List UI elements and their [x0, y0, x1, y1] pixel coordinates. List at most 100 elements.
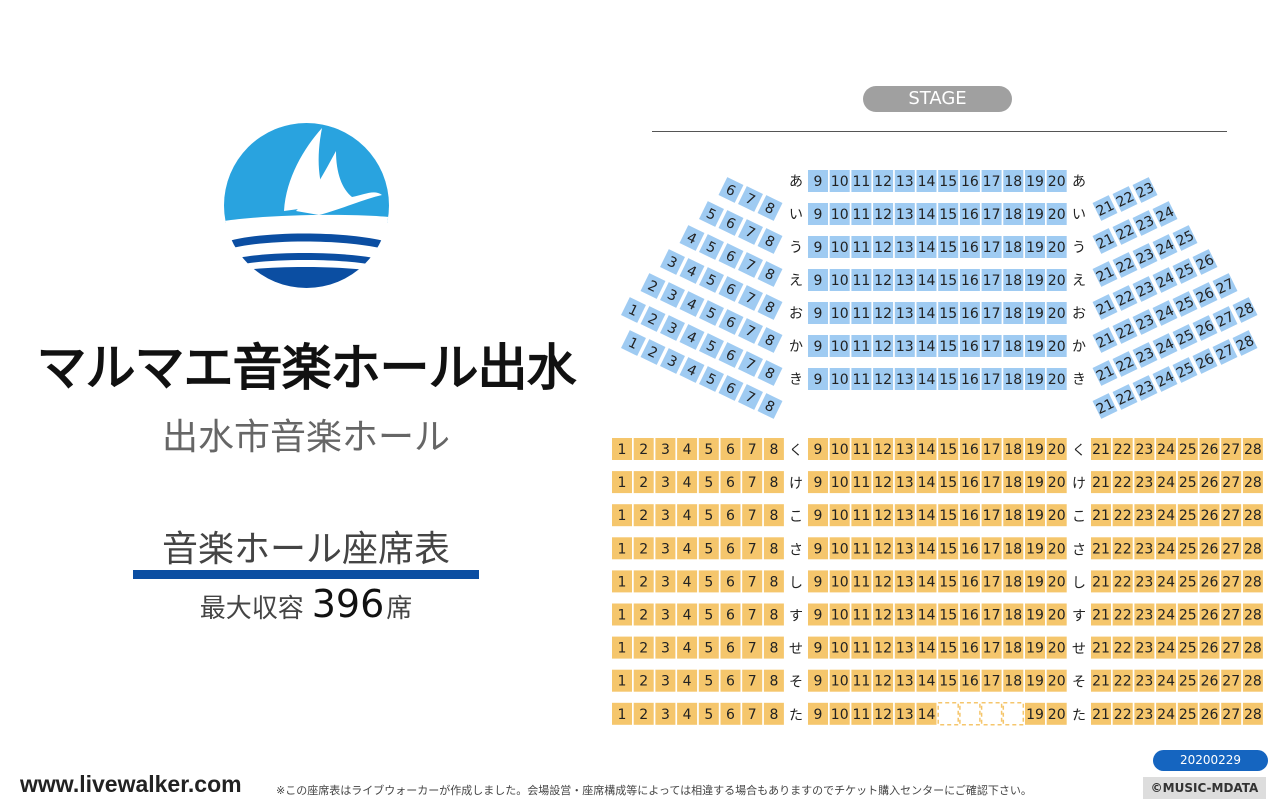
seat-す-4[interactable]: 4: [677, 603, 698, 626]
seat-す-5[interactable]: 5: [698, 603, 719, 626]
empty-space[interactable]: [937, 702, 959, 726]
seat-く-19[interactable]: 19: [1025, 438, 1045, 460]
seat-た-10[interactable]: 10: [829, 702, 850, 725]
seat-く-28[interactable]: 28: [1242, 438, 1263, 460]
seat-き-14[interactable]: 14: [916, 368, 937, 390]
seat-そ-23[interactable]: 23: [1134, 669, 1155, 692]
seat-お-9[interactable]: 9: [808, 302, 828, 324]
seat-け-18[interactable]: 18: [1003, 471, 1024, 494]
seat-す-9[interactable]: 9: [808, 603, 828, 626]
seat-か-10[interactable]: 10: [829, 335, 850, 357]
seat-か-26[interactable]: 26: [1192, 315, 1218, 341]
seat-い-22[interactable]: 22: [1112, 219, 1138, 245]
seat-そ-8[interactable]: 8: [763, 669, 784, 692]
seat-か-20[interactable]: 20: [1046, 335, 1067, 357]
seat-い-12[interactable]: 12: [873, 203, 894, 225]
seat-け-28[interactable]: 28: [1242, 471, 1263, 494]
seat-こ-22[interactable]: 22: [1112, 504, 1133, 527]
seat-き-28[interactable]: 28: [1232, 330, 1258, 356]
seat-せ-23[interactable]: 23: [1134, 636, 1155, 659]
seat-う-4[interactable]: 4: [679, 225, 705, 251]
seat-こ-2[interactable]: 2: [633, 504, 654, 527]
seat-か-22[interactable]: 22: [1112, 351, 1138, 377]
seat-そ-20[interactable]: 20: [1046, 669, 1067, 692]
seat-か-28[interactable]: 28: [1232, 297, 1258, 323]
seat-せ-26[interactable]: 26: [1199, 636, 1220, 659]
seat-そ-12[interactable]: 12: [873, 669, 894, 692]
seat-け-7[interactable]: 7: [742, 471, 763, 494]
seat-す-12[interactable]: 12: [873, 603, 894, 626]
seat-け-15[interactable]: 15: [938, 471, 959, 494]
seat-た-13[interactable]: 13: [894, 702, 915, 725]
seat-し-3[interactable]: 3: [655, 570, 676, 593]
seat-お-26[interactable]: 26: [1192, 282, 1218, 308]
seat-し-24[interactable]: 24: [1156, 570, 1177, 593]
seat-せ-5[interactable]: 5: [698, 636, 719, 659]
seat-お-23[interactable]: 23: [1132, 309, 1158, 335]
seat-た-7[interactable]: 7: [742, 702, 763, 725]
seat-せ-3[interactable]: 3: [655, 636, 676, 659]
seat-す-25[interactable]: 25: [1177, 603, 1198, 626]
seat-く-16[interactable]: 16: [959, 438, 980, 460]
seat-せ-7[interactable]: 7: [742, 636, 763, 659]
seat-あ-18[interactable]: 18: [1003, 170, 1024, 192]
seat-い-24[interactable]: 24: [1152, 201, 1178, 227]
seat-す-6[interactable]: 6: [720, 603, 741, 626]
seat-す-3[interactable]: 3: [655, 603, 676, 626]
seat-す-2[interactable]: 2: [633, 603, 654, 626]
seat-き-13[interactable]: 13: [894, 368, 915, 390]
seat-さ-19[interactable]: 19: [1025, 537, 1045, 560]
seat-き-18[interactable]: 18: [1003, 368, 1024, 390]
seat-た-1[interactable]: 1: [612, 702, 632, 725]
seat-た-20[interactable]: 20: [1046, 702, 1067, 725]
seat-え-13[interactable]: 13: [894, 269, 915, 291]
seat-か-1[interactable]: 1: [621, 297, 646, 323]
seat-い-11[interactable]: 11: [851, 203, 872, 225]
seat-か-6[interactable]: 6: [718, 342, 744, 368]
seat-お-7[interactable]: 7: [738, 318, 763, 344]
seat-う-5[interactable]: 5: [699, 234, 724, 260]
seat-こ-9[interactable]: 9: [808, 504, 828, 527]
seat-う-17[interactable]: 17: [981, 236, 1002, 258]
seat-し-15[interactable]: 15: [938, 570, 959, 593]
seat-い-14[interactable]: 14: [916, 203, 937, 225]
seat-け-26[interactable]: 26: [1199, 471, 1220, 494]
seat-こ-23[interactable]: 23: [1134, 504, 1155, 527]
seat-く-18[interactable]: 18: [1003, 438, 1024, 460]
seat-え-20[interactable]: 20: [1046, 269, 1067, 291]
seat-た-24[interactable]: 24: [1156, 702, 1177, 725]
seat-し-11[interactable]: 11: [851, 570, 872, 593]
seat-こ-10[interactable]: 10: [829, 504, 850, 527]
seat-そ-25[interactable]: 25: [1177, 669, 1198, 692]
seat-た-5[interactable]: 5: [698, 702, 719, 725]
seat-く-14[interactable]: 14: [916, 438, 937, 460]
seat-い-9[interactable]: 9: [808, 203, 828, 225]
seat-さ-5[interactable]: 5: [698, 537, 719, 560]
seat-う-23[interactable]: 23: [1132, 243, 1158, 269]
seat-い-19[interactable]: 19: [1025, 203, 1045, 225]
seat-く-27[interactable]: 27: [1221, 438, 1242, 460]
seat-た-4[interactable]: 4: [677, 702, 698, 725]
seat-せ-25[interactable]: 25: [1177, 636, 1198, 659]
seat-お-17[interactable]: 17: [981, 302, 1002, 324]
seat-か-24[interactable]: 24: [1152, 333, 1178, 359]
seat-か-8[interactable]: 8: [757, 360, 783, 386]
seat-い-6[interactable]: 6: [718, 210, 744, 236]
seat-く-1[interactable]: 1: [612, 438, 632, 460]
seat-か-7[interactable]: 7: [738, 351, 763, 377]
seat-く-8[interactable]: 8: [763, 438, 784, 460]
seat-こ-6[interactable]: 6: [720, 504, 741, 527]
seat-こ-11[interactable]: 11: [851, 504, 872, 527]
seat-き-16[interactable]: 16: [959, 368, 980, 390]
seat-く-5[interactable]: 5: [698, 438, 719, 460]
seat-き-15[interactable]: 15: [938, 368, 959, 390]
seat-た-21[interactable]: 21: [1091, 702, 1111, 725]
seat-そ-27[interactable]: 27: [1221, 669, 1242, 692]
seat-す-11[interactable]: 11: [851, 603, 872, 626]
seat-あ-13[interactable]: 13: [894, 170, 915, 192]
seat-け-5[interactable]: 5: [698, 471, 719, 494]
seat-せ-10[interactable]: 10: [829, 636, 850, 659]
seat-あ-16[interactable]: 16: [959, 170, 980, 192]
seat-か-21[interactable]: 21: [1092, 360, 1118, 386]
seat-た-8[interactable]: 8: [763, 702, 784, 725]
